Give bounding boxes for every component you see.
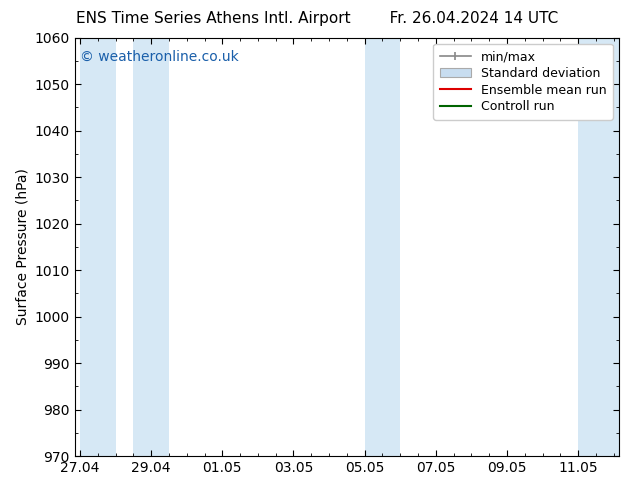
Text: ENS Time Series Athens Intl. Airport        Fr. 26.04.2024 14 UTC: ENS Time Series Athens Intl. Airport Fr.… bbox=[76, 11, 558, 26]
Bar bbox=[133, 38, 169, 456]
Bar bbox=[578, 38, 619, 456]
Y-axis label: Surface Pressure (hPa): Surface Pressure (hPa) bbox=[15, 169, 29, 325]
Text: © weatheronline.co.uk: © weatheronline.co.uk bbox=[80, 50, 239, 64]
Legend: min/max, Standard deviation, Ensemble mean run, Controll run: min/max, Standard deviation, Ensemble me… bbox=[434, 44, 612, 120]
Bar bbox=[365, 38, 400, 456]
Bar bbox=[80, 38, 115, 456]
